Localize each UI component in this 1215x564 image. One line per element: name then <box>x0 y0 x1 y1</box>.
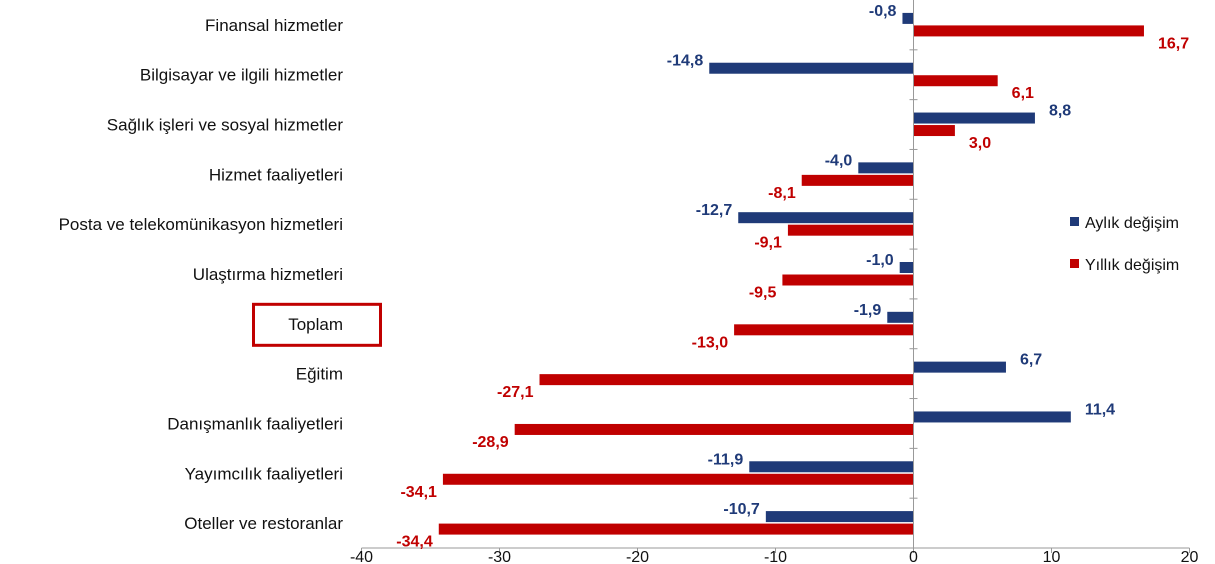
category-label: Oteller ve restoranlar <box>184 514 343 533</box>
category-labels: Finansal hizmetler Bilgisayar ve ilgili h… <box>59 16 382 533</box>
data-label: -9,5 <box>749 285 777 302</box>
category-label: Yayımcılık faaliyetleri <box>185 464 343 483</box>
data-label: -12,7 <box>696 202 733 219</box>
bar-yillik <box>913 125 955 137</box>
data-label: -14,8 <box>667 53 704 70</box>
x-tick-label: 20 <box>1181 549 1199 564</box>
data-label: -27,1 <box>497 384 534 401</box>
category-label: Eğitim <box>296 365 343 384</box>
bar-yillik <box>913 75 998 87</box>
data-label: 3,0 <box>969 135 991 152</box>
data-label: -0,8 <box>869 3 897 20</box>
x-tick-label: 10 <box>1043 549 1061 564</box>
data-label: -13,0 <box>692 334 729 351</box>
bar-yillik <box>782 274 914 286</box>
bar-aylik <box>902 12 914 24</box>
data-label: -11,9 <box>708 451 744 468</box>
category-label: Sağlık işleri ve sosyal hizmetler <box>107 116 344 135</box>
data-label: 16,7 <box>1158 35 1189 52</box>
legend-swatch-aylik <box>1070 217 1079 226</box>
highlight-box <box>252 302 382 347</box>
category-label: Bilgisayar ve ilgili hizmetler <box>140 66 343 85</box>
bars <box>438 12 1144 535</box>
bar-aylik <box>765 511 914 523</box>
data-label: -1,0 <box>866 252 894 269</box>
legend: Aylık değişim Yıllık değişim <box>1070 215 1179 274</box>
bar-yillik <box>514 423 914 435</box>
data-label: 8,8 <box>1049 103 1071 120</box>
data-label: 11,4 <box>1085 401 1115 418</box>
bar-yillik <box>539 374 914 386</box>
x-tick-label: 0 <box>909 549 918 564</box>
category-label: Toplam <box>288 315 343 334</box>
data-label: -10,7 <box>723 501 760 518</box>
data-label: -9,1 <box>754 235 782 252</box>
bar-aylik <box>913 112 1035 124</box>
bar-yillik <box>442 473 914 485</box>
category-label: Danışmanlık faaliyetleri <box>167 414 343 433</box>
legend-label: Aylık değişim <box>1085 215 1179 232</box>
data-label: -34,1 <box>400 484 437 501</box>
bar-aylik <box>709 62 914 74</box>
data-label: -8,1 <box>768 185 796 202</box>
data-label: -4,0 <box>825 152 853 169</box>
bar-aylik <box>899 262 914 273</box>
bar-aylik <box>858 162 914 174</box>
x-tick-label: -40 <box>350 549 373 564</box>
bar-aylik <box>738 212 914 224</box>
legend-swatch-yillik <box>1070 259 1079 268</box>
data-label: -1,9 <box>854 302 882 319</box>
bar-yillik <box>734 324 914 336</box>
category-label: Posta ve telekomünikasyon hizmetleri <box>59 215 343 234</box>
category-label: Finansal hizmetler <box>205 16 343 35</box>
x-tick-label: -10 <box>764 549 787 564</box>
data-label: 6,7 <box>1020 352 1042 369</box>
data-label: 6,1 <box>1012 85 1034 102</box>
bar-yillik <box>913 25 1144 37</box>
value-labels: -0,8 16,7 -14,8 6,1 8,8 3,0 -4,0 -8,1 -12,7 -9,1 -… <box>396 3 1189 551</box>
bar-yillik <box>438 523 914 535</box>
bar-aylik <box>913 361 1006 373</box>
x-axis: -40 -30 -20 -10 0 10 20 <box>350 0 1199 564</box>
category-label: Ulaştırma hizmetleri <box>193 265 343 284</box>
category-label: Hizmet faaliyetleri <box>209 165 343 184</box>
x-tick-label: -20 <box>626 549 649 564</box>
bar-yillik <box>801 174 914 186</box>
bar-yillik <box>787 224 914 236</box>
x-tick-label: -30 <box>488 549 511 564</box>
data-label: -28,9 <box>472 434 509 451</box>
bar-aylik <box>887 311 914 323</box>
bar-aylik <box>749 461 914 473</box>
legend-label: Yıllık değişim <box>1085 257 1179 274</box>
bar-aylik <box>913 411 1071 423</box>
data-label: -34,4 <box>396 534 433 551</box>
